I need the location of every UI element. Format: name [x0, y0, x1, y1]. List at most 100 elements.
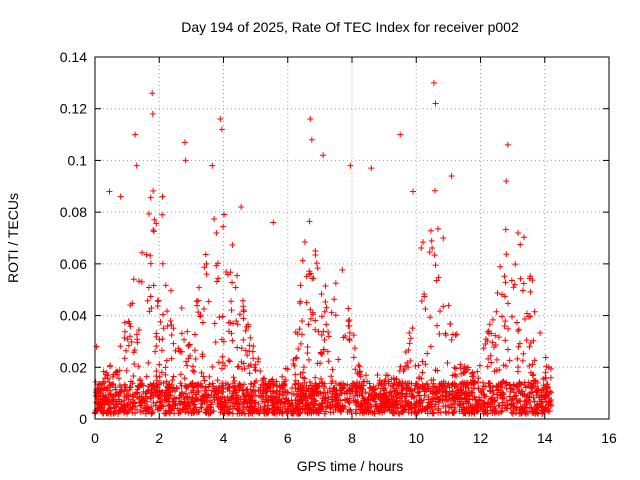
data-point	[502, 337, 509, 344]
data-point	[214, 260, 221, 267]
data-point	[304, 403, 311, 410]
data-point	[534, 401, 541, 408]
data-point	[463, 406, 470, 413]
data-point	[246, 370, 253, 377]
data-point	[489, 406, 496, 413]
data-point	[421, 291, 428, 298]
data-point	[503, 385, 510, 392]
data-point	[346, 387, 353, 394]
data-point	[134, 386, 141, 393]
data-point	[164, 323, 171, 330]
data-point	[236, 311, 243, 318]
data-point	[346, 395, 353, 402]
data-point	[494, 289, 501, 296]
data-point	[255, 409, 262, 416]
data-point	[513, 319, 520, 326]
data-point	[317, 360, 324, 367]
data-point	[96, 381, 103, 388]
data-point	[186, 403, 193, 410]
data-point	[147, 194, 154, 201]
data-point	[457, 361, 464, 368]
data-point	[320, 346, 327, 353]
data-point	[488, 400, 495, 407]
data-point	[144, 388, 151, 395]
data-point	[407, 335, 414, 342]
data-point	[250, 355, 257, 362]
data-point	[209, 162, 216, 169]
data-point	[270, 403, 277, 410]
data-point	[153, 220, 160, 227]
data-point	[436, 308, 443, 315]
data-point	[342, 332, 349, 339]
y-tick-label: 0.1	[68, 152, 88, 168]
data-point	[208, 399, 215, 406]
data-point	[312, 247, 319, 254]
data-point	[213, 394, 220, 401]
data-point	[162, 364, 169, 371]
data-point	[360, 382, 367, 389]
data-point	[353, 389, 360, 396]
data-point	[130, 276, 137, 283]
data-point	[436, 330, 443, 337]
data-point	[246, 342, 253, 349]
data-point	[432, 100, 439, 107]
data-point	[469, 408, 476, 415]
data-point	[434, 388, 441, 395]
data-point	[263, 388, 270, 395]
data-point	[251, 379, 258, 386]
data-point	[132, 391, 139, 398]
data-point	[156, 398, 163, 405]
data-point	[307, 315, 314, 322]
data-point	[184, 362, 191, 369]
data-point	[546, 398, 553, 405]
data-point	[528, 404, 535, 411]
data-point	[144, 398, 151, 405]
data-point	[191, 368, 198, 375]
data-point	[191, 408, 198, 415]
data-point	[127, 302, 134, 309]
data-point	[128, 338, 135, 345]
data-point	[328, 309, 335, 316]
data-point	[353, 410, 360, 417]
data-point	[234, 321, 241, 328]
data-point	[257, 404, 264, 411]
data-point	[192, 395, 199, 402]
data-point	[168, 287, 175, 294]
data-point	[443, 410, 450, 417]
data-point	[401, 366, 408, 373]
data-point	[115, 393, 122, 400]
data-point	[469, 369, 476, 376]
data-point	[182, 157, 189, 164]
x-axis-label: GPS time / hours	[297, 458, 404, 474]
data-point	[160, 311, 167, 318]
data-point	[129, 409, 136, 416]
data-point	[497, 263, 504, 270]
data-point	[450, 410, 457, 417]
data-point	[362, 372, 369, 379]
x-tick-label: 10	[408, 430, 424, 446]
data-point	[533, 387, 540, 394]
data-point	[503, 379, 510, 386]
data-point	[490, 344, 497, 351]
data-point	[475, 375, 482, 382]
data-point	[171, 410, 178, 417]
data-point	[471, 405, 478, 412]
data-point	[416, 402, 423, 409]
data-point	[412, 362, 419, 369]
data-point	[311, 402, 318, 409]
data-point	[406, 340, 413, 347]
data-point	[501, 323, 508, 330]
data-point	[329, 403, 336, 410]
data-point	[305, 356, 312, 363]
data-point	[234, 272, 241, 279]
data-point	[117, 343, 124, 350]
data-point	[181, 139, 188, 146]
data-point	[257, 384, 264, 391]
data-point	[221, 404, 228, 411]
data-point	[431, 252, 438, 259]
data-point	[542, 369, 549, 376]
data-point	[322, 282, 329, 289]
data-point	[100, 407, 107, 414]
data-point	[530, 408, 537, 415]
data-point	[169, 398, 176, 405]
